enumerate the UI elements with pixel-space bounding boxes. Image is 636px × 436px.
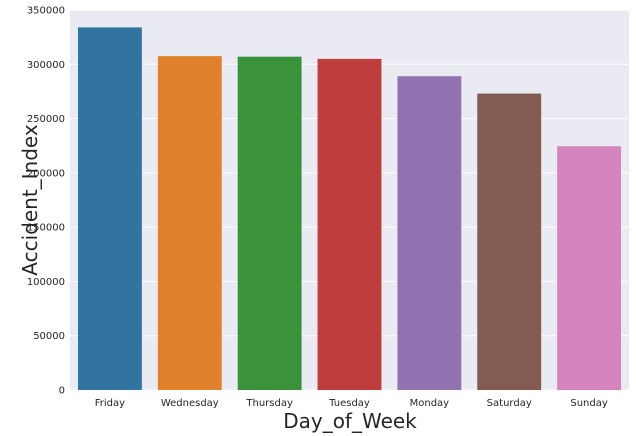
y-axis-title: Accident_Index xyxy=(18,124,42,276)
x-axis-ticks: Friday Wednesday Thursday Tuesday Monday Satu… xyxy=(95,398,608,409)
y-tick-label: 100000 xyxy=(27,277,65,288)
bar-wednesday xyxy=(157,56,222,391)
x-tick-label: Sunday xyxy=(570,398,607,409)
y-tick-label: 300000 xyxy=(27,60,65,71)
bar-thursday xyxy=(237,56,302,390)
y-tick-label: 150000 xyxy=(27,223,65,234)
x-tick-label: Monday xyxy=(410,398,450,409)
x-tick-label: Tuesday xyxy=(328,398,370,409)
bar-saturday xyxy=(477,93,542,390)
x-tick-label: Wednesday xyxy=(161,398,219,409)
y-tick-label: 0 xyxy=(59,386,65,397)
y-tick-label: 50000 xyxy=(33,331,65,342)
bars xyxy=(77,27,622,391)
x-tick-label: Saturday xyxy=(487,398,532,409)
bar-tuesday xyxy=(317,58,382,390)
y-axis-ticks: 0 50000 100000 150000 200000 250000 300000 3500… xyxy=(27,6,65,397)
x-tick-label: Thursday xyxy=(245,398,293,409)
y-tick-label: 250000 xyxy=(27,114,65,125)
y-tick-label: 200000 xyxy=(27,168,65,179)
bar-friday xyxy=(77,27,142,390)
bar-monday xyxy=(397,76,462,390)
x-axis-title: Day_of_Week xyxy=(283,409,417,433)
y-tick-label: 350000 xyxy=(27,6,65,17)
bar-sunday xyxy=(557,146,622,390)
x-tick-label: Friday xyxy=(95,398,125,409)
